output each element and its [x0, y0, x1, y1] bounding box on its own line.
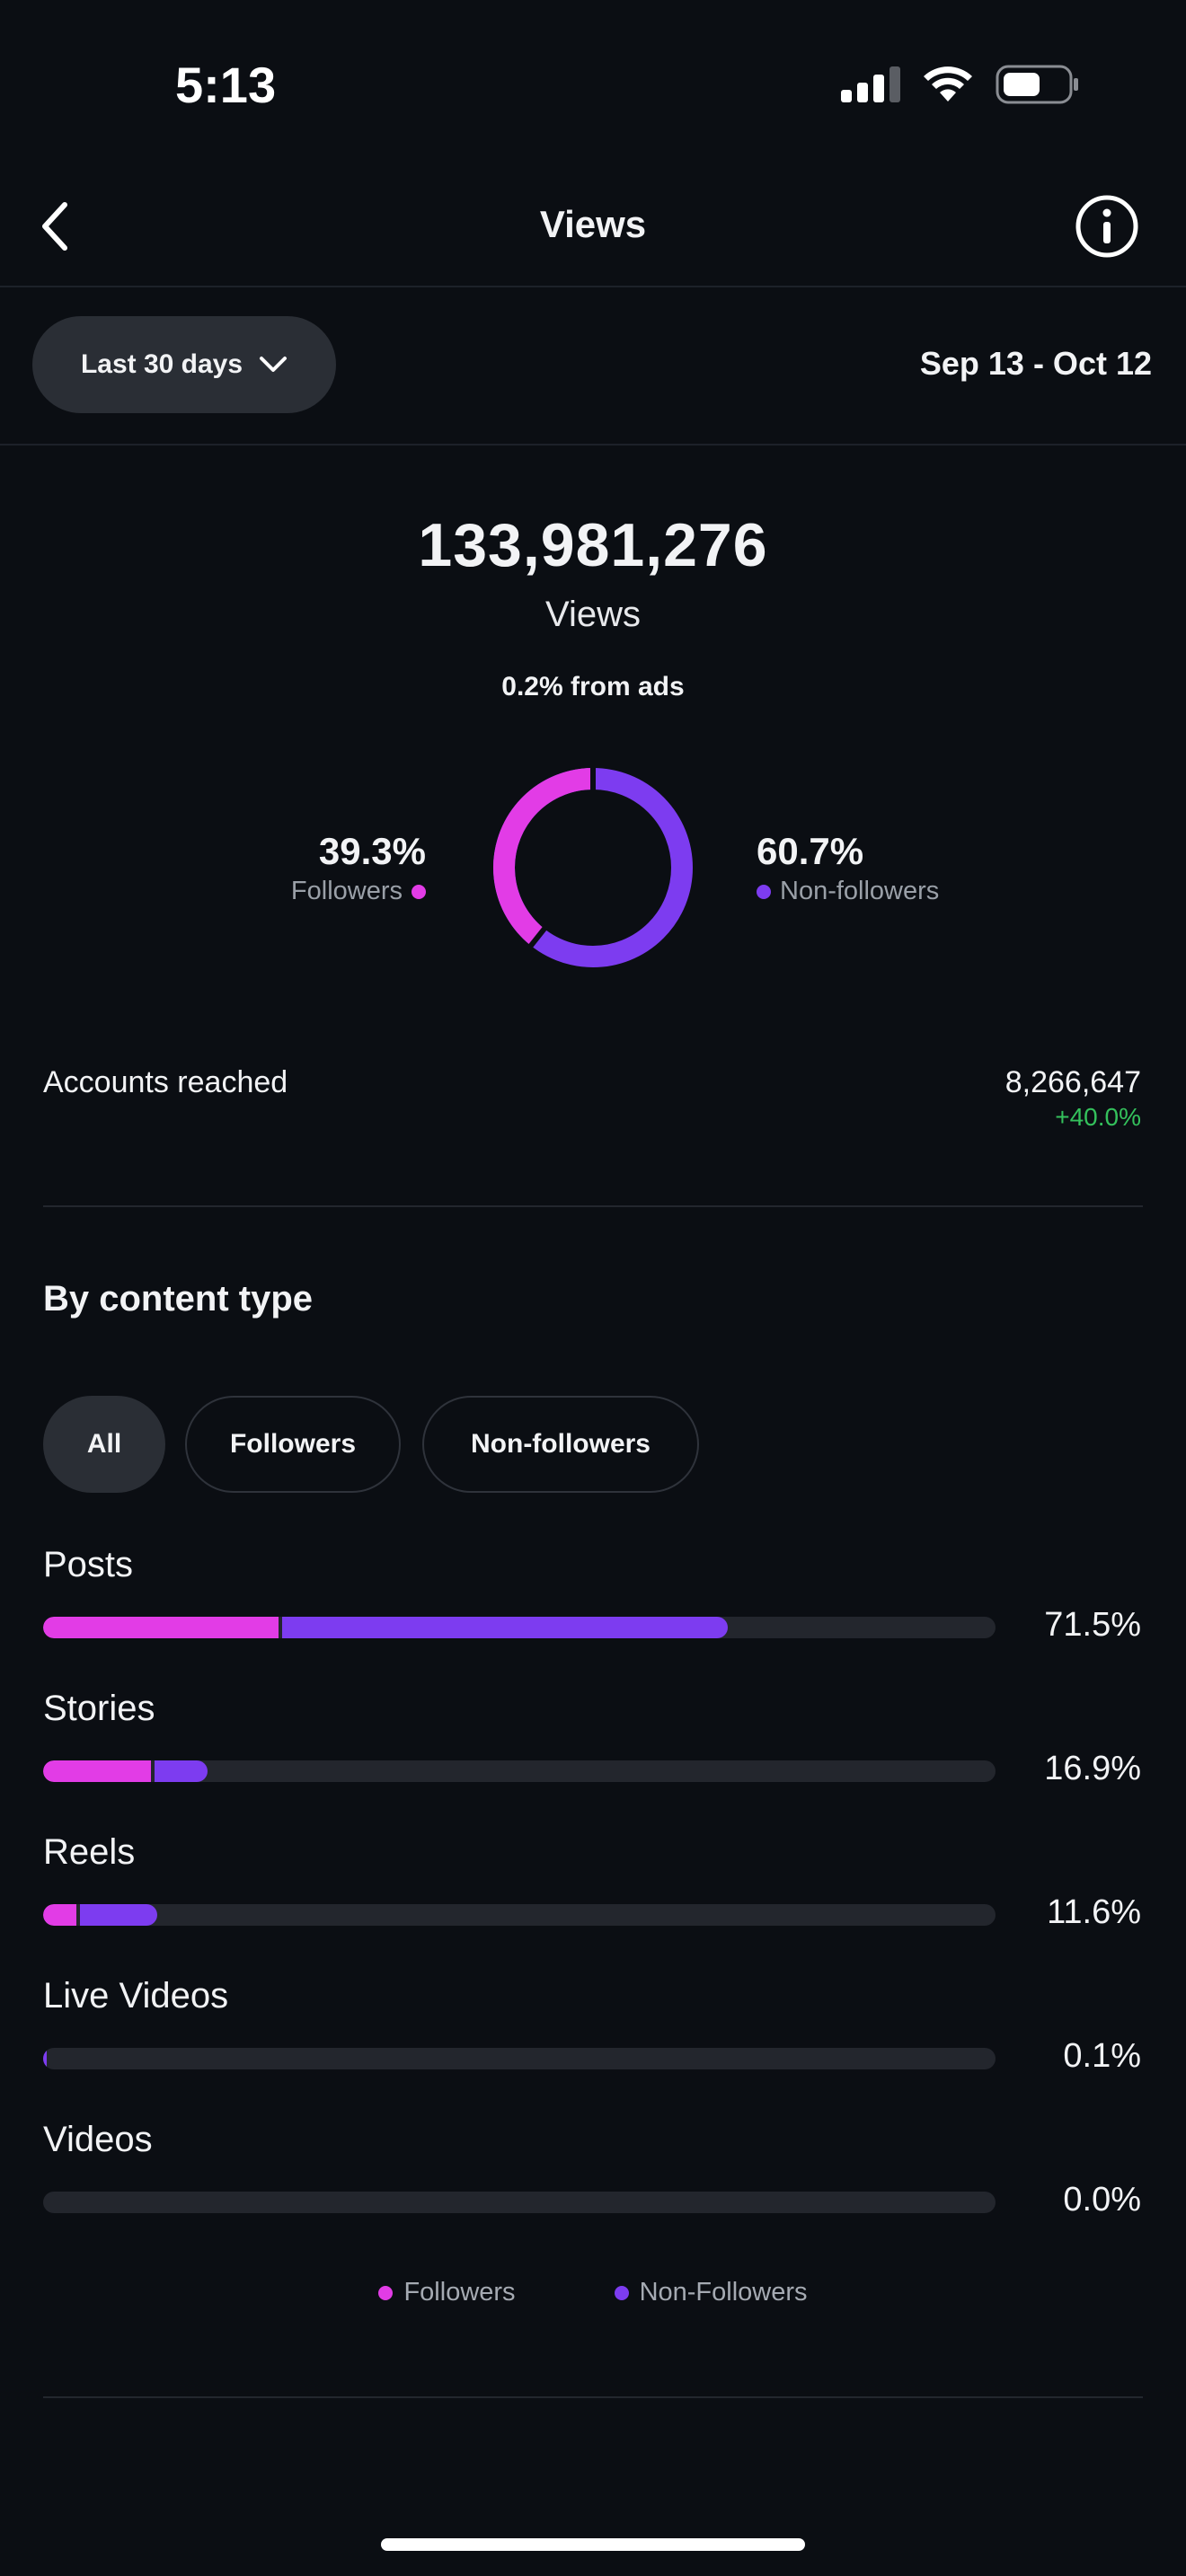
bar-segment-nonfollowers — [281, 1617, 728, 1638]
bar-segment-followers — [43, 1904, 77, 1926]
accounts-reached-delta: +40.0% — [1055, 1103, 1141, 1131]
legend-followers-label: Followers — [403, 2278, 516, 2307]
row-pct-stories: 16.9% — [1044, 1750, 1141, 1787]
filter-chip-all[interactable]: All — [43, 1396, 165, 1493]
row-pct-videos: 0.0% — [1063, 2181, 1141, 2219]
back-chevron-icon[interactable] — [32, 198, 86, 255]
bar-legend: Followers Non-Followers — [0, 2278, 1186, 2307]
bar-segment-followers — [43, 1617, 279, 1638]
battery-icon — [996, 65, 1078, 104]
row-label-live-videos: Live Videos — [43, 1976, 229, 2016]
followers-dot-icon — [412, 884, 426, 899]
row-label-videos: Videos — [43, 2120, 153, 2159]
total-views-value: 133,981,276 — [418, 511, 768, 579]
cellular-signal-icon — [841, 66, 900, 102]
bar-track-reels — [43, 1904, 996, 1926]
filter-chip-followers[interactable]: Followers — [185, 1396, 401, 1493]
filter-chip-nonfollowers[interactable]: Non-followers — [422, 1396, 699, 1493]
row-label-stories: Stories — [43, 1689, 155, 1728]
bar-track-live-videos — [43, 2048, 996, 2069]
followers-share: 39.3% Followers — [291, 830, 426, 906]
nonfollowers-pct: 60.7% — [757, 830, 864, 872]
section-divider-bottom — [43, 2396, 1143, 2398]
status-time: 5:13 — [175, 57, 277, 113]
section-divider — [43, 1205, 1143, 1207]
date-range-dropdown[interactable]: Last 30 days — [32, 316, 336, 413]
legend-nonfollowers-dot-icon — [614, 2285, 629, 2300]
bar-track-stories — [43, 1760, 996, 1782]
bar-segment-followers — [43, 1760, 151, 1782]
donut-followers-arc — [493, 768, 693, 967]
legend-nonfollowers-label: Non-Followers — [639, 2278, 808, 2307]
followers-label: Followers — [290, 877, 403, 905]
followers-pct: 39.3% — [318, 830, 426, 872]
legend-item-nonfollowers: Non-Followers — [614, 2278, 808, 2307]
views-donut-chart — [493, 765, 693, 967]
accounts-reached-label: Accounts reached — [43, 1065, 288, 1099]
row-pct-reels: 11.6% — [1047, 1893, 1141, 1931]
row-label-posts: Posts — [43, 1545, 134, 1584]
nonfollowers-share: 60.7% Non-followers — [757, 830, 939, 906]
legend-item-followers: Followers — [378, 2278, 516, 2307]
date-range-text: Sep 13 - Oct 12 — [919, 345, 1152, 382]
legend-followers-dot-icon — [378, 2285, 394, 2300]
accounts-reached-value: 8,266,647 — [1005, 1065, 1141, 1099]
status-icons — [841, 65, 1080, 104]
bar-track-videos — [43, 2192, 996, 2213]
content-type-title: By content type — [43, 1279, 314, 1319]
row-pct-posts: 71.5% — [1044, 1606, 1141, 1644]
bar-segment-nonfollowers — [80, 1904, 157, 1926]
row-label-reels: Reels — [43, 1832, 136, 1872]
nonfollowers-dot-icon — [757, 884, 771, 899]
bar-track-posts — [43, 1617, 996, 1638]
nonfollowers-label: Non-followers — [780, 877, 940, 905]
date-range-label: Last 30 days — [80, 349, 243, 379]
total-views-label: Views — [545, 595, 641, 634]
bar-segment-nonfollowers — [154, 1760, 208, 1782]
range-divider — [0, 444, 1186, 446]
ads-note: 0.2% from ads — [501, 672, 685, 701]
row-pct-live-videos: 0.1% — [1063, 2037, 1141, 2075]
info-icon[interactable] — [1075, 194, 1139, 259]
donut-gap-split — [527, 924, 549, 950]
home-indicator[interactable] — [381, 2538, 805, 2551]
bar-segment-nonfollowers — [43, 2048, 48, 2069]
wifi-icon — [924, 66, 972, 101]
page-title: Views — [539, 203, 647, 245]
chevron-down-icon — [260, 357, 288, 372]
header-divider — [0, 286, 1186, 287]
